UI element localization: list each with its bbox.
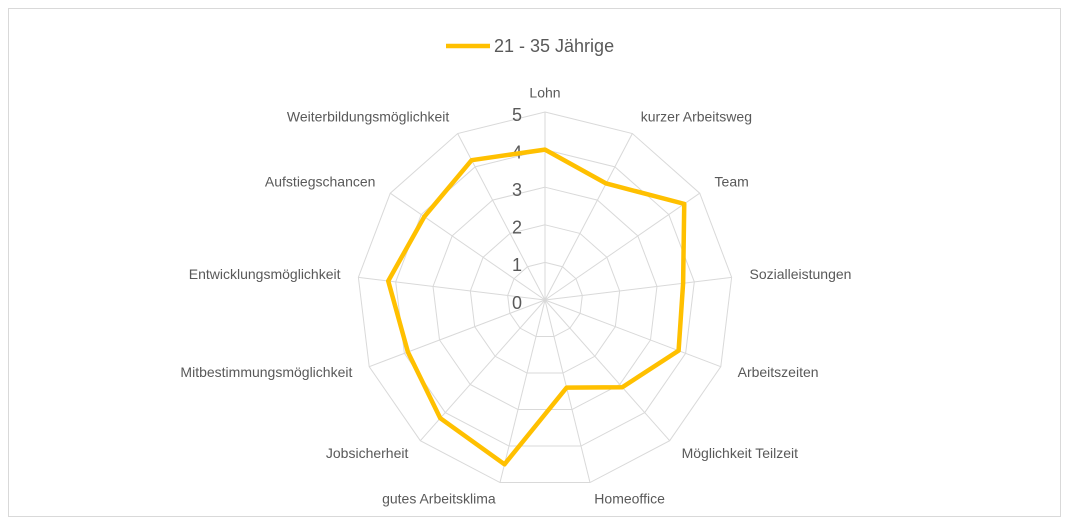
spoke: [544, 133, 633, 301]
category-label: Lohn: [529, 85, 560, 101]
category-label: Weiterbildungsmöglichkeit: [287, 108, 449, 124]
category-label: Team: [715, 174, 749, 190]
category-label: Aufstiegschancen: [265, 174, 376, 190]
series-line: [385, 147, 687, 467]
chart-frame: [8, 8, 1061, 517]
category-label: Homeoffice: [594, 491, 665, 507]
spoke: [499, 299, 546, 483]
r-tick-label: 3: [512, 180, 522, 200]
spoke: [544, 299, 591, 483]
category-label: Möglichkeit Teilzeit: [682, 445, 799, 461]
category-label: Jobsicherheit: [326, 445, 409, 461]
grid-ring: [432, 186, 658, 411]
spoke: [544, 192, 701, 301]
grid-ring: [357, 111, 733, 484]
r-tick-label: 1: [512, 255, 522, 275]
spoke: [369, 299, 546, 368]
spoke: [544, 276, 732, 301]
grid-ring: [507, 261, 583, 338]
legend-label: 21 - 35 Jährige: [494, 36, 614, 56]
grid-ring: [469, 224, 621, 374]
category-label: kurzer Arbeitsweg: [641, 108, 752, 124]
category-label: Sozialleistungen: [749, 266, 851, 282]
spoke: [544, 299, 671, 442]
spoke: [544, 299, 721, 368]
category-label: Entwicklungsmöglichkeit: [189, 266, 341, 282]
r-tick-label: 5: [512, 105, 522, 125]
spoke: [389, 192, 546, 301]
category-label: Arbeitszeiten: [738, 364, 819, 380]
category-label: gutes Arbeitsklima: [382, 491, 496, 507]
r-tick-label: 2: [512, 218, 522, 238]
category-label: Mitbestimmungsmöglichkeit: [180, 364, 352, 380]
r-tick-label: 0: [512, 293, 522, 313]
